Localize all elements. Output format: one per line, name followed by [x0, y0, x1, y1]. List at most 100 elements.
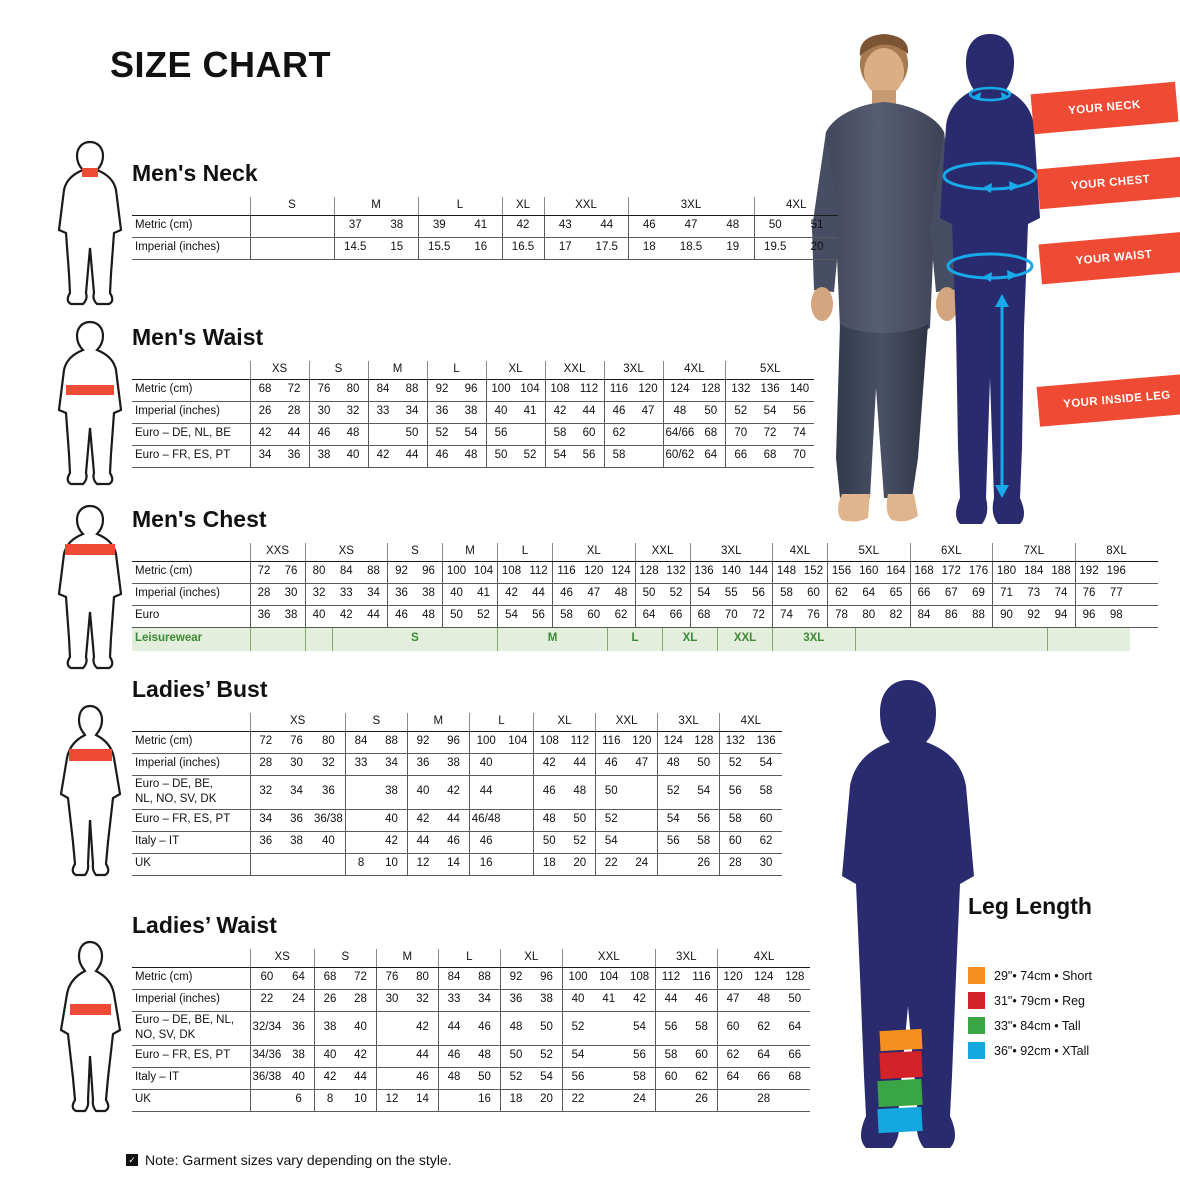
- table-cell: 40: [376, 809, 408, 832]
- table-cell: 68: [696, 423, 726, 446]
- table-cell: 42: [497, 583, 525, 606]
- table-cell: 41: [593, 989, 625, 1012]
- table-cell: 20: [531, 1089, 563, 1112]
- table-cell: 16.5: [501, 237, 544, 260]
- table-cell: 120: [716, 967, 749, 990]
- table-cell: 88: [469, 967, 501, 990]
- table-cell: 44: [564, 753, 596, 776]
- table-cell: 92: [406, 731, 439, 754]
- table-cell: 96: [531, 967, 563, 990]
- size-header-xxl: XXL: [634, 543, 690, 562]
- table-row: Imperial (inches) 26 28 30 32 33 34 36 38 40 41 42 4…: [132, 401, 815, 424]
- table-cell: 136: [755, 379, 785, 402]
- table-cell: 44: [525, 583, 553, 606]
- table-cell: [375, 1011, 408, 1046]
- table-cell: 92: [426, 379, 457, 402]
- table-cell: 96: [1074, 605, 1103, 628]
- table-cell: [626, 775, 658, 810]
- table-cell: 48: [662, 401, 697, 424]
- table-cell: 68: [249, 379, 280, 402]
- table-cell: 46: [426, 445, 457, 468]
- table-cell: 64: [283, 967, 315, 990]
- size-header-s: S: [249, 197, 334, 216]
- row-label: UK: [132, 1089, 250, 1112]
- table-cell: 50: [564, 809, 596, 832]
- table-cell: 47: [580, 583, 608, 606]
- table-cell: 136: [689, 561, 718, 584]
- table-cell: 52: [595, 809, 627, 832]
- table-cell: 124: [748, 967, 780, 990]
- table-cell: 56: [784, 401, 815, 424]
- table-cell: 116: [686, 967, 718, 990]
- table-cell: 92: [499, 967, 532, 990]
- table-cell: 108: [624, 967, 656, 990]
- table-cell: 132: [662, 561, 690, 584]
- table-cell: 48: [469, 1045, 501, 1068]
- row-label: Imperial (inches): [132, 753, 250, 776]
- table-cell: 62: [748, 1011, 780, 1046]
- table-cell: [292, 237, 334, 260]
- table-cell: 24: [624, 1089, 656, 1112]
- table-cell: 26: [249, 401, 280, 424]
- size-header-m: M: [442, 543, 498, 562]
- table-cell: 62: [827, 583, 855, 606]
- table-cell: [502, 809, 534, 832]
- size-header-m: M: [406, 713, 470, 732]
- table-cell: 47: [716, 989, 749, 1012]
- table-cell: 116: [603, 379, 634, 402]
- table-cell: 64: [779, 1011, 811, 1046]
- table-cell: 124: [662, 379, 697, 402]
- color-swatch-xtall: [968, 1042, 985, 1059]
- row-label: Euro – DE, BE, NL, NO, SV, DK: [132, 775, 250, 810]
- table-cell: 80: [312, 731, 346, 754]
- table-cell: [593, 1011, 625, 1046]
- row-label: UK: [132, 853, 250, 876]
- leisurewear-cell: [1047, 627, 1130, 651]
- table-cell: 160: [855, 561, 883, 584]
- table-cell: 22: [595, 853, 627, 876]
- legend-label: 31"• 79cm • Reg: [994, 993, 1086, 1008]
- table-cell: 44: [279, 423, 309, 446]
- table-cell: 30: [277, 583, 305, 606]
- table-cell: 96: [438, 731, 470, 754]
- table-cell: 88: [360, 561, 388, 584]
- table-cell: 64: [748, 1045, 780, 1068]
- table-cell: 72: [249, 561, 278, 584]
- table-cell: 50: [485, 445, 516, 468]
- table-cell: 104: [515, 379, 545, 402]
- table-cell: 70: [725, 423, 756, 446]
- table-cell: 46: [469, 1011, 501, 1046]
- row-label: Metric (cm): [132, 379, 250, 402]
- table-cell: 58: [750, 775, 782, 810]
- table-cell: 77: [1102, 583, 1130, 606]
- table-cell: 32: [312, 753, 346, 776]
- note-check-icon: ✓: [126, 1154, 138, 1166]
- leisurewear-cell: 3XL: [772, 627, 855, 651]
- table-cell: 46/48: [468, 809, 503, 832]
- size-header-5xl: 5XL: [725, 361, 815, 380]
- table-cell: [716, 1089, 749, 1112]
- table-cell: 100: [442, 561, 470, 584]
- leisurewear-cell: [304, 627, 333, 651]
- row-label: Imperial (inches): [132, 237, 250, 260]
- table-cell: 68: [779, 1067, 811, 1090]
- size-header-8xl: 8XL: [1074, 543, 1158, 562]
- table-cell: 46: [552, 583, 580, 606]
- table-cell: 44: [437, 1011, 470, 1046]
- table-cell: 12: [406, 853, 439, 876]
- size-header-7xl: 7XL: [992, 543, 1075, 562]
- table-cell: 36: [249, 605, 278, 628]
- table-cell: 19.5: [753, 237, 796, 260]
- table-cell: 52: [470, 605, 498, 628]
- table-cell: [593, 1067, 625, 1090]
- table-cell: 48: [657, 753, 689, 776]
- table-cell: 60/62: [662, 445, 697, 468]
- row-label: Leisurewear: [132, 627, 250, 651]
- table-cell: 30: [308, 401, 339, 424]
- table-cell: 6: [283, 1089, 315, 1112]
- color-swatch-short: [968, 967, 985, 984]
- table-cell: 50: [531, 1011, 563, 1046]
- table-cell: 62: [716, 1045, 749, 1068]
- table-cell: 60: [716, 1011, 749, 1046]
- leisurewear-cell: XL: [662, 627, 718, 651]
